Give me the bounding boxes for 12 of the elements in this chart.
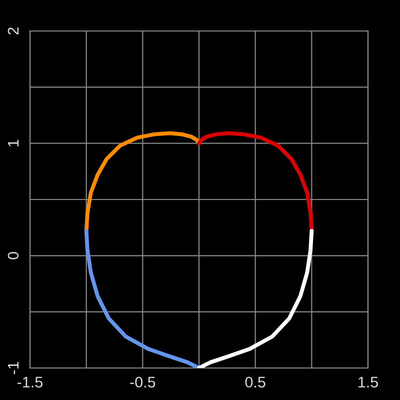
y-tick-label: 2 [8,28,18,34]
x-tick-label: 1.5 [358,376,378,388]
y-tick-label: 1 [8,140,18,146]
y-tick-label: -1 [8,362,18,374]
y-tick-label: 0 [8,252,19,260]
line-series [197,131,314,233]
x-tick-label: 0.5 [245,376,266,388]
line-series [197,229,314,368]
x-tick-label: -0.5 [130,376,156,388]
line-series [84,229,201,368]
line-series [84,131,201,233]
x-tick-label: -1.5 [18,376,43,388]
